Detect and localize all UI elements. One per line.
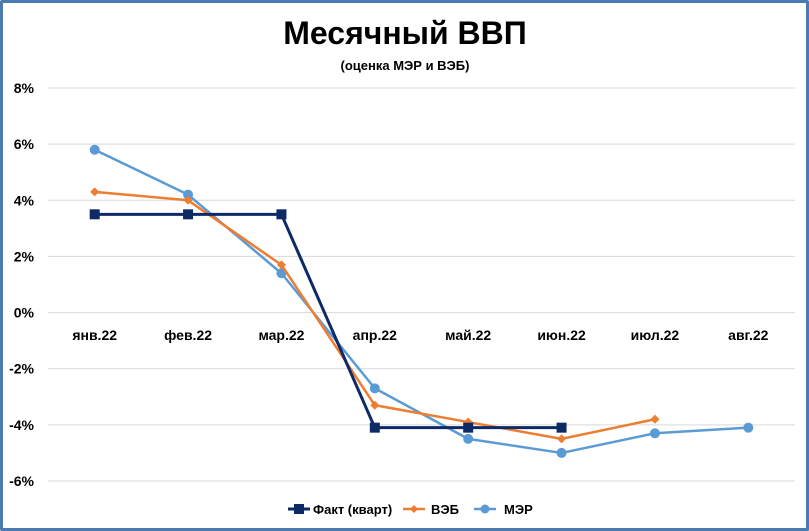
legend-label: МЭР <box>504 502 533 517</box>
y-tick-label: -2% <box>9 361 34 377</box>
data-point <box>276 209 287 220</box>
y-tick-label: -4% <box>9 417 34 433</box>
series-group <box>89 144 754 458</box>
data-point <box>743 422 754 433</box>
x-tick-label: май.22 <box>445 327 491 343</box>
data-point <box>276 260 286 270</box>
data-point <box>294 504 304 514</box>
data-point <box>556 447 567 458</box>
series-0 <box>89 209 567 433</box>
legend-item: ВЭБ <box>403 502 459 517</box>
legend-label: ВЭБ <box>431 502 459 517</box>
data-point <box>410 505 418 513</box>
data-point <box>650 414 660 424</box>
data-point <box>557 434 567 444</box>
y-tick-label: 4% <box>14 192 35 208</box>
data-point <box>649 428 660 439</box>
data-point <box>89 209 100 220</box>
y-tick-label: 2% <box>14 248 35 264</box>
y-tick-label: 0% <box>14 305 35 321</box>
data-point <box>370 400 380 410</box>
y-tick-label: -6% <box>9 473 34 489</box>
legend-label: Факт (кварт) <box>313 502 392 517</box>
legend-item: Факт (кварт) <box>288 502 392 517</box>
data-point <box>90 187 100 197</box>
x-tick-label: авг.22 <box>728 327 768 343</box>
x-tick-label: фев.22 <box>164 327 212 343</box>
y-axis-ticks: 8% 6% 4% 2% 0% -2% -4% -6% <box>9 80 34 489</box>
data-point <box>183 189 194 200</box>
x-tick-label: июл.22 <box>631 327 680 343</box>
y-tick-label: 8% <box>14 80 35 96</box>
x-tick-label: мар.22 <box>258 327 304 343</box>
x-axis-ticks: янв.22 фев.22 мар.22 апр.22 май.22 июн.22 июл.… <box>72 327 768 343</box>
data-point <box>463 433 474 444</box>
data-point <box>463 422 474 433</box>
series-1 <box>90 187 660 444</box>
data-point <box>183 195 193 205</box>
legend: Факт (кварт) ВЭБ МЭР <box>288 502 533 517</box>
series-line <box>280 213 377 429</box>
data-point <box>480 504 490 514</box>
legend-item: МЭР <box>474 502 533 517</box>
y-tick-label: 6% <box>14 136 35 152</box>
x-tick-label: апр.22 <box>353 327 397 343</box>
chart-title: Месячный ВВП <box>283 15 527 51</box>
data-point <box>89 144 100 155</box>
data-point <box>183 209 194 220</box>
x-tick-label: янв.22 <box>72 327 117 343</box>
grid-lines <box>48 87 795 482</box>
data-point <box>556 422 567 433</box>
chart-subtitle: (оценка МЭР и ВЭБ) <box>341 58 470 73</box>
x-tick-label: июн.22 <box>537 327 586 343</box>
data-point <box>369 422 380 433</box>
data-point <box>369 383 380 394</box>
series-2 <box>89 144 754 458</box>
